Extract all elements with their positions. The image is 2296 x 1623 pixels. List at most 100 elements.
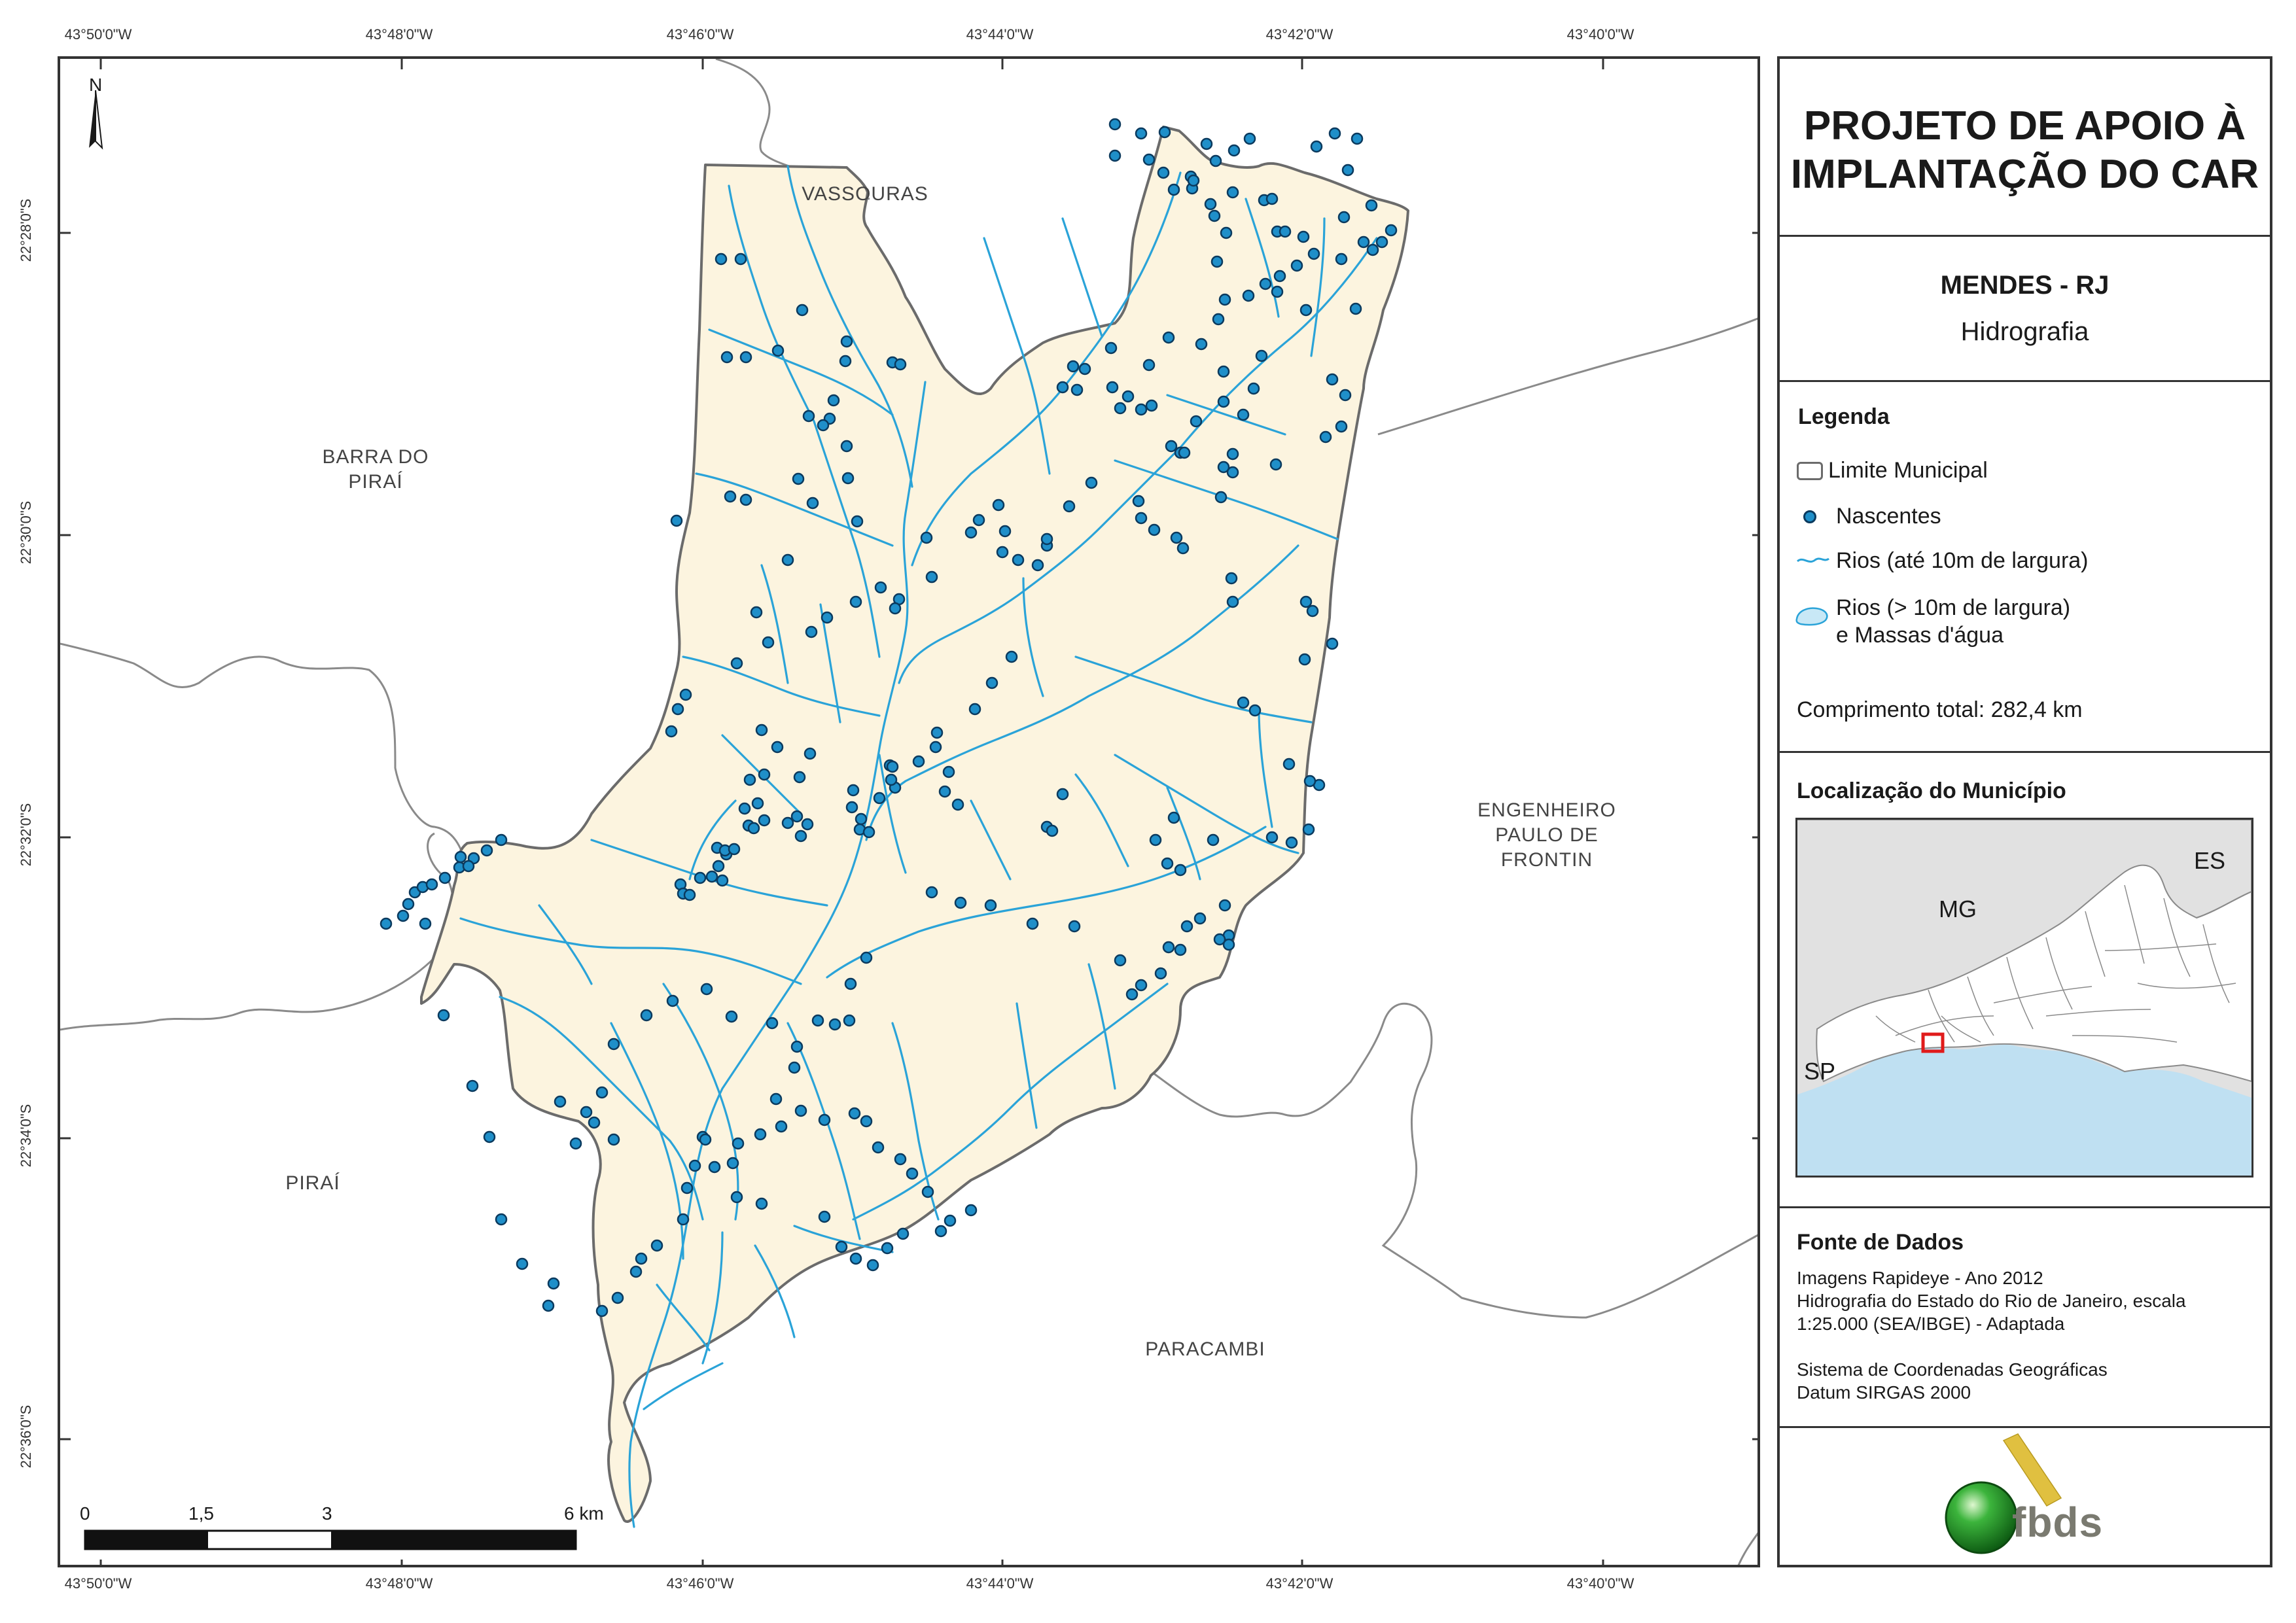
spring-marker (495, 833, 508, 846)
spring-marker (640, 1009, 653, 1022)
spring-marker (843, 1014, 856, 1027)
spring-marker (920, 531, 933, 544)
spring-marker (996, 546, 1009, 559)
lon-label-bottom: 43°44'0"W (966, 1575, 1034, 1592)
map-canvas[interactable] (60, 59, 1760, 1567)
spring-marker (754, 1128, 767, 1141)
spring-marker (665, 725, 678, 738)
spring-marker (1242, 289, 1255, 302)
spring-marker (906, 1167, 919, 1180)
divider (1780, 751, 2270, 753)
spring-marker (1237, 408, 1250, 421)
spring-marker (1226, 466, 1239, 479)
state-label-mg: MG (1939, 896, 1977, 922)
spring-marker (872, 1141, 885, 1154)
spring-marker (1299, 304, 1313, 317)
spring-marker (1326, 637, 1339, 650)
spring-marker (629, 1265, 643, 1278)
spring-marker (607, 1038, 620, 1051)
spring-marker (1204, 198, 1217, 211)
municipality-boundary (420, 126, 1409, 1523)
spring-marker (1237, 696, 1250, 709)
spring-marker (1335, 420, 1348, 433)
spring-marker (758, 814, 771, 827)
spring-marker (1135, 403, 1148, 416)
spring-marker (725, 1010, 738, 1023)
project-title-line1: PROJETO DE APOIO À (1803, 103, 2246, 148)
spring-marker (1265, 192, 1279, 205)
lon-label-top: 43°50'0"W (64, 26, 132, 43)
spring-marker (781, 816, 794, 829)
spring-marker (402, 898, 415, 911)
spring-marker (851, 515, 864, 528)
spring-marker (1178, 446, 1191, 459)
spring-marker (483, 1130, 496, 1143)
spring-marker (930, 726, 944, 739)
spring-marker (1319, 430, 1332, 444)
spring-marker (715, 253, 728, 266)
spring-marker (747, 822, 760, 835)
lon-label-bottom: 43°46'0"W (666, 1575, 734, 1592)
spring-marker (1195, 338, 1208, 351)
spring-marker (680, 1181, 694, 1195)
spring-marker (954, 896, 967, 909)
spring-marker (595, 1086, 609, 1099)
legend-panel: PROJETO DE APOIO À IMPLANTAÇÃO DO CAR ME… (1777, 56, 2272, 1567)
spring-marker (1176, 542, 1190, 555)
lat-label: 22°34'0"S (18, 1104, 34, 1168)
spring-marker (755, 1197, 768, 1210)
spring-marker (1227, 144, 1241, 157)
spring-marker (666, 994, 679, 1007)
spring-marker (1142, 358, 1156, 372)
lon-label-top: 43°42'0"W (1265, 26, 1333, 43)
spring-marker (1247, 382, 1260, 395)
spring-marker (1174, 864, 1187, 877)
region-pirai: PIRAÍ (285, 1172, 340, 1194)
spring-marker (1303, 775, 1316, 788)
spring-marker (951, 798, 964, 811)
spring-marker (1114, 402, 1127, 415)
total-length: Comprimento total: 282,4 km (1797, 697, 2083, 722)
spring-marker (840, 335, 853, 348)
spring-marker (516, 1257, 529, 1270)
spring-marker (1217, 365, 1230, 378)
spring-marker (801, 818, 814, 831)
lon-label-top: 43°48'0"W (365, 26, 433, 43)
spring-marker (828, 1018, 841, 1031)
river-small-swatch (1797, 557, 1829, 563)
municipality-section: MENDES - RJ Hidrografia (1780, 237, 2270, 382)
spring-marker (569, 1137, 582, 1150)
spring-marker (788, 1061, 801, 1074)
municipality-marker (1921, 1032, 1945, 1053)
divider (1780, 1206, 2270, 1208)
spring-marker (397, 909, 410, 922)
spring-marker (1385, 224, 1398, 237)
sources-text: Imagens Rapideye - Ano 2012 Hidrografia … (1797, 1268, 2186, 1403)
location-map-canvas (1797, 820, 2252, 1176)
spring-marker (942, 765, 955, 778)
spring-marker (419, 917, 432, 930)
spring-marker (495, 1213, 508, 1226)
state-label-sp: SP (1804, 1058, 1836, 1085)
spring-marker (683, 888, 696, 901)
spring-marker (720, 351, 733, 364)
spring-marker (1222, 938, 1235, 951)
spring-marker (848, 1107, 861, 1120)
spring-marker (998, 525, 1012, 538)
spring-marker (1248, 704, 1262, 717)
spring-marker (1167, 811, 1180, 824)
spring-marker (425, 878, 438, 891)
region-vassouras: VASSOURAS (802, 183, 928, 205)
spring-marker (1328, 127, 1341, 140)
spring-marker (860, 1115, 873, 1128)
spring-marker (1040, 532, 1053, 546)
spring-marker (1158, 126, 1171, 139)
spring-marker (1145, 399, 1158, 412)
location-inset-map[interactable]: MG ES SP (1795, 818, 2253, 1178)
spring-marker (547, 1277, 560, 1290)
springs-layer (380, 118, 1398, 1318)
map-frame[interactable]: N VASSOURAS BARRA DO PIRAÍ ENGENHEIRO PAUL… (58, 56, 1760, 1567)
lat-label: 22°36'0"S (18, 1405, 34, 1469)
spring-marker (726, 1157, 739, 1170)
spring-marker (595, 1304, 609, 1318)
